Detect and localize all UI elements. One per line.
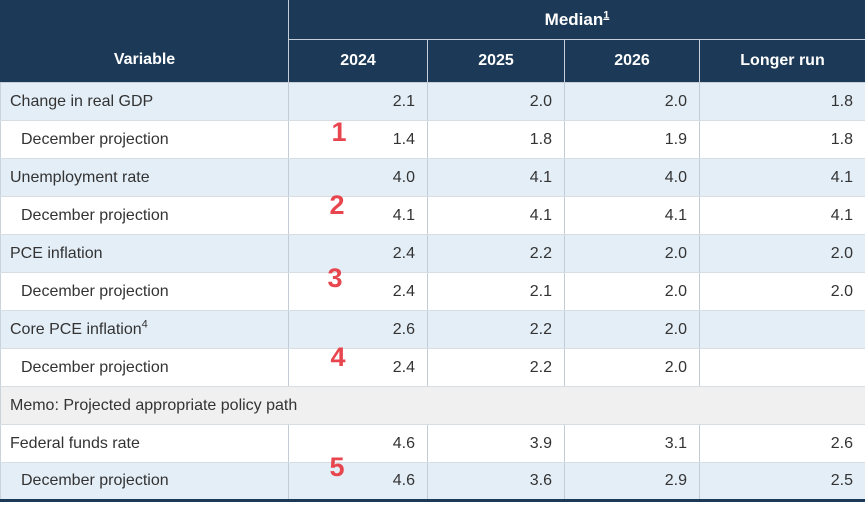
value-cell: 3.6 — [427, 462, 565, 501]
value-cell: 2.9 — [564, 462, 700, 501]
header-row-median: Variable Median1 — [0, 0, 865, 83]
value-cell: 1.8 — [699, 82, 865, 121]
value-cell: 2.0 — [699, 234, 865, 273]
value-cell: 4.0 — [288, 158, 428, 197]
value-cell: 2.0 — [564, 234, 700, 273]
row-federal-funds-rate: Federal funds rate 4.6 3.9 3.1 2.6 — [0, 424, 865, 463]
value-cell: 2.1 — [288, 82, 428, 121]
value-cell: 2.6 — [288, 310, 428, 349]
value-cell: 4.6 — [288, 462, 428, 501]
row-unemployment-rate: Unemployment rate 4.0 4.1 4.0 4.1 — [0, 158, 865, 197]
row-label: December projection — [0, 348, 289, 387]
median-header-label: Median — [544, 10, 604, 29]
row-label: PCE inflation — [0, 234, 289, 273]
value-cell: 2.0 — [427, 82, 565, 121]
value-cell: 4.1 — [427, 158, 565, 197]
year-header-longer-run: Longer run — [699, 39, 865, 83]
value-cell: 2.4 — [288, 234, 428, 273]
row-gdp-december-projection: December projection 1.4 1.8 1.9 1.8 — [0, 120, 865, 159]
row-core-pce-december-projection: December projection 2.4 2.2 2.0 — [0, 348, 865, 387]
year-header-2024: 2024 — [288, 39, 428, 83]
value-cell: 4.1 — [427, 196, 565, 235]
memo-label: Memo: Projected appropriate policy path — [0, 386, 865, 425]
value-cell: 1.4 — [288, 120, 428, 159]
row-label: Federal funds rate — [0, 424, 289, 463]
projections-table-wrapper: Variable Median1 2024 2025 2026 Longer r… — [0, 0, 865, 502]
row-label: December projection — [0, 196, 289, 235]
row-pce-december-projection: December projection 2.4 2.1 2.0 2.0 — [0, 272, 865, 311]
median-footnote-link[interactable]: 1 — [603, 9, 610, 22]
row-label: Unemployment rate — [0, 158, 289, 197]
row-pce-inflation: PCE inflation 2.4 2.2 2.0 2.0 — [0, 234, 865, 273]
value-cell: 2.0 — [564, 272, 700, 311]
value-cell: 3.9 — [427, 424, 565, 463]
row-label: Change in real GDP — [0, 82, 289, 121]
value-cell: 2.2 — [427, 234, 565, 273]
memo-row: Memo: Projected appropriate policy path — [0, 386, 865, 425]
projections-table: Variable Median1 2024 2025 2026 Longer r… — [0, 0, 865, 502]
value-cell: 2.4 — [288, 272, 428, 311]
value-cell: 1.8 — [699, 120, 865, 159]
value-cell: 2.2 — [427, 348, 565, 387]
year-header-2026: 2026 — [564, 39, 700, 83]
value-cell: 2.6 — [699, 424, 865, 463]
row-label: December projection — [0, 272, 289, 311]
core-pce-footnote: 4 — [141, 318, 148, 331]
value-cell-empty — [699, 348, 865, 387]
value-cell: 2.0 — [564, 82, 700, 121]
value-cell: 2.4 — [288, 348, 428, 387]
row-label: Core PCE inflation4 — [0, 310, 289, 349]
variable-header: Variable — [0, 0, 289, 83]
row-label: December projection — [0, 120, 289, 159]
value-cell: 4.1 — [699, 158, 865, 197]
value-cell-empty — [699, 310, 865, 349]
value-cell: 2.0 — [564, 348, 700, 387]
header-row-years: 2024 2025 2026 Longer run — [1, 39, 865, 83]
year-header-2025: 2025 — [427, 39, 565, 83]
value-cell: 4.0 — [564, 158, 700, 197]
row-label: December projection — [0, 462, 289, 501]
value-cell: 2.2 — [427, 310, 565, 349]
value-cell: 2.0 — [699, 272, 865, 311]
value-cell: 4.1 — [699, 196, 865, 235]
row-change-in-real-gdp: Change in real GDP 2.1 2.0 2.0 1.8 — [0, 82, 865, 121]
value-cell: 1.8 — [427, 120, 565, 159]
row-label-text: Core PCE inflation — [10, 320, 142, 338]
value-cell: 1.9 — [564, 120, 700, 159]
variable-header-label: Variable — [113, 51, 176, 68]
row-federal-funds-december-projection: December projection 4.6 3.6 2.9 2.5 — [0, 462, 865, 501]
value-cell: 2.1 — [427, 272, 565, 311]
value-cell: 4.6 — [288, 424, 428, 463]
row-unemployment-december-projection: December projection 4.1 4.1 4.1 4.1 — [0, 196, 865, 235]
median-header: Median1 — [288, 0, 865, 40]
value-cell: 4.1 — [288, 196, 428, 235]
value-cell: 2.5 — [699, 462, 865, 501]
value-cell: 2.0 — [564, 310, 700, 349]
value-cell: 3.1 — [564, 424, 700, 463]
value-cell: 4.1 — [564, 196, 700, 235]
row-core-pce-inflation: Core PCE inflation4 2.6 2.2 2.0 — [0, 310, 865, 349]
